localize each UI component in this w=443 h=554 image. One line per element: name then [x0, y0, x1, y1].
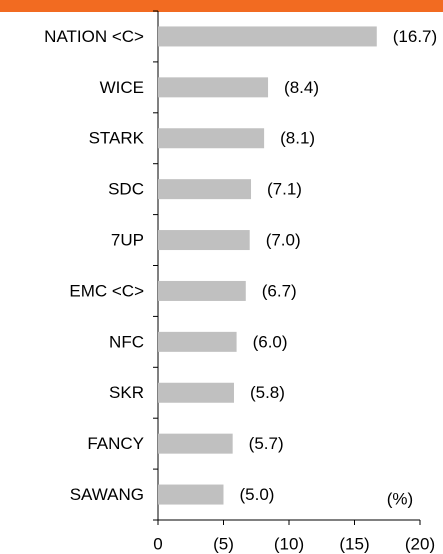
bar: [158, 179, 252, 200]
bar: [158, 230, 250, 251]
bar: [158, 128, 265, 149]
x-tick-label: 0: [153, 534, 162, 553]
bar: [158, 77, 269, 98]
value-label: (7.1): [267, 180, 302, 199]
value-label: (5.0): [240, 485, 275, 504]
value-label: (16.7): [393, 27, 437, 46]
x-tick-label: (20): [405, 534, 435, 553]
value-label: (7.0): [266, 231, 301, 250]
header-bar: [0, 0, 443, 12]
value-label: (5.7): [249, 434, 284, 453]
y-tick-label: NATION <C>: [44, 27, 144, 46]
x-tick-label: (15): [339, 534, 369, 553]
unit-annotation: (%): [387, 489, 413, 508]
y-tick-label: NFC: [109, 332, 144, 351]
bar: [158, 484, 224, 505]
bar: [158, 280, 246, 301]
value-label: (6.0): [253, 332, 288, 351]
bar: [158, 433, 233, 454]
value-label: (8.4): [284, 78, 319, 97]
y-tick-label: STARK: [89, 129, 145, 148]
bar: [158, 382, 234, 403]
x-tick-label: (10): [274, 534, 304, 553]
y-tick-label: SKR: [109, 383, 144, 402]
y-tick-label: 7UP: [111, 231, 144, 250]
y-tick-label: SAWANG: [70, 485, 144, 504]
y-tick-label: WICE: [100, 78, 144, 97]
value-label: (6.7): [262, 281, 297, 300]
value-label: (8.1): [280, 129, 315, 148]
bar: [158, 26, 377, 47]
value-label: (5.8): [250, 383, 285, 402]
x-tick-label: (5): [213, 534, 234, 553]
y-tick-label: SDC: [108, 180, 144, 199]
bar: [158, 331, 237, 352]
y-tick-label: EMC <C>: [69, 281, 144, 300]
y-tick-label: FANCY: [87, 434, 144, 453]
